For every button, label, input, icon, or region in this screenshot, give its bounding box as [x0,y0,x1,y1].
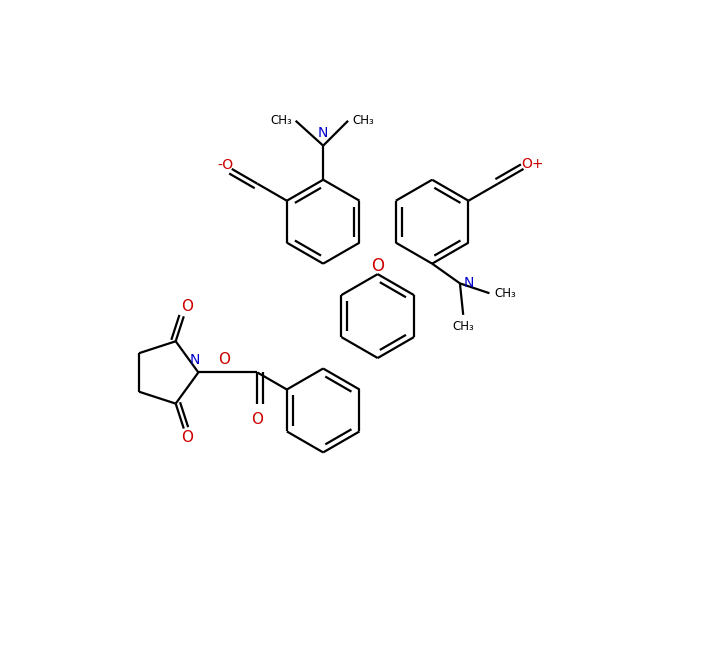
Text: O+: O+ [521,157,543,171]
Text: CH₃: CH₃ [352,114,374,128]
Text: CH₃: CH₃ [495,287,516,299]
Text: -O: -O [217,158,233,172]
Text: O: O [371,257,384,275]
Text: O: O [181,299,193,315]
Text: N: N [464,276,474,290]
Text: N: N [190,353,200,368]
Text: CH₃: CH₃ [270,114,291,128]
Text: N: N [318,126,329,140]
Text: O: O [251,412,263,427]
Text: O: O [218,352,231,368]
Text: O: O [181,430,193,446]
Text: CH₃: CH₃ [453,320,474,333]
